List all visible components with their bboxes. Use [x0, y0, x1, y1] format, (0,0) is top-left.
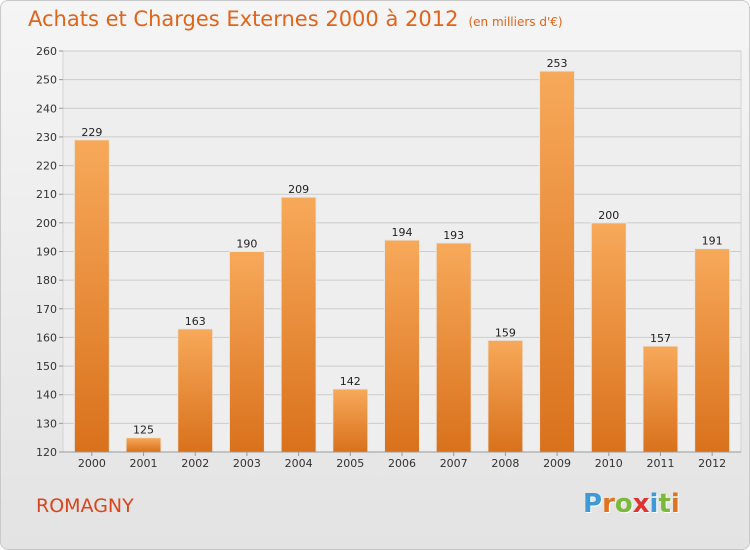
y-tick-label: 260	[36, 45, 57, 58]
y-tick-label: 170	[36, 303, 57, 316]
x-tick-label-2008: 2008	[491, 457, 519, 470]
data-label-2007: 193	[443, 229, 464, 242]
proxiti-logo: Proxiti	[583, 489, 680, 519]
data-label-2002: 163	[185, 315, 206, 328]
bar-2006	[384, 239, 420, 453]
bar-2007	[435, 242, 472, 453]
y-tick-label: 200	[36, 217, 57, 230]
chart-title: Achats et Charges Externes 2000 à 2012	[28, 7, 459, 31]
x-tick-label-2003: 2003	[233, 457, 261, 470]
x-tick-label-2009: 2009	[543, 457, 571, 470]
bar-2003	[228, 251, 265, 453]
x-tick-label-2000: 2000	[78, 457, 106, 470]
x-tick-label-2004: 2004	[285, 457, 313, 470]
y-tick-label: 120	[36, 446, 57, 459]
logo-letter: i	[649, 489, 659, 519]
commune-name: ROMAGNY	[36, 495, 134, 517]
data-label-2000: 229	[81, 126, 102, 139]
x-tick-label-2007: 2007	[440, 457, 468, 470]
bar-2009	[539, 70, 576, 453]
data-label-2008: 159	[495, 326, 516, 339]
x-tick-label-2006: 2006	[388, 457, 416, 470]
data-label-2004: 209	[288, 183, 309, 196]
data-label-2003: 190	[236, 238, 257, 251]
data-label-2011: 157	[650, 332, 671, 345]
logo-letter: i	[670, 489, 680, 519]
data-label-2010: 200	[598, 209, 619, 222]
x-tick-label-2002: 2002	[181, 457, 209, 470]
y-tick-label: 160	[36, 331, 57, 344]
bar-2001	[125, 437, 162, 453]
bar-2012	[694, 248, 731, 453]
bar-2002	[177, 328, 214, 453]
bars	[73, 70, 731, 453]
y-tick-label: 130	[36, 417, 57, 430]
chart-unit-note: (en milliers d'€)	[468, 15, 563, 29]
y-tick-label: 230	[36, 131, 57, 144]
logo-letter: x	[632, 489, 650, 519]
data-label-2006: 194	[392, 226, 413, 239]
data-label-2012: 191	[702, 235, 723, 248]
data-labels: 229 125 163 190 209 142 194 193 159 253 200 157 191	[81, 57, 722, 437]
bar-2005	[332, 388, 369, 453]
data-label-2001: 125	[133, 424, 154, 437]
data-label-2005: 142	[340, 375, 361, 388]
title-row: Achats et Charges Externes 2000 à 2012 (e…	[28, 7, 563, 31]
y-tick-label: 240	[36, 102, 57, 115]
x-tick-label-2005: 2005	[336, 457, 364, 470]
y-tick-label: 180	[36, 274, 57, 287]
logo-letter: o	[614, 489, 633, 519]
bar-2004	[280, 196, 317, 453]
y-axis: 120 130 140 150 160 170 180 190 200 210 220 230 240 2…	[36, 45, 63, 459]
y-tick-label: 250	[36, 74, 57, 87]
bar-2010	[590, 222, 627, 453]
x-tick-label-2011: 2011	[646, 457, 674, 470]
bar-2011	[642, 345, 679, 453]
x-tick-label-2010: 2010	[595, 457, 623, 470]
y-tick-label: 190	[36, 246, 57, 259]
bar-2008	[487, 339, 524, 453]
y-tick-label: 150	[36, 360, 57, 373]
x-tick-label-2001: 2001	[130, 457, 158, 470]
y-tick-label: 140	[36, 389, 57, 402]
logo-letter: t	[658, 489, 671, 519]
y-tick-label: 210	[36, 188, 57, 201]
data-label-2009: 253	[547, 57, 568, 70]
x-axis: 2000 2001 2002 2003 2004 2005 2006 2007 2008 2009…	[63, 451, 741, 470]
logo-letter: P	[583, 489, 603, 519]
logo-letter: r	[602, 489, 615, 519]
y-tick-label: 220	[36, 160, 57, 173]
bar-2000	[73, 139, 110, 453]
x-tick-label-2012: 2012	[698, 457, 726, 470]
